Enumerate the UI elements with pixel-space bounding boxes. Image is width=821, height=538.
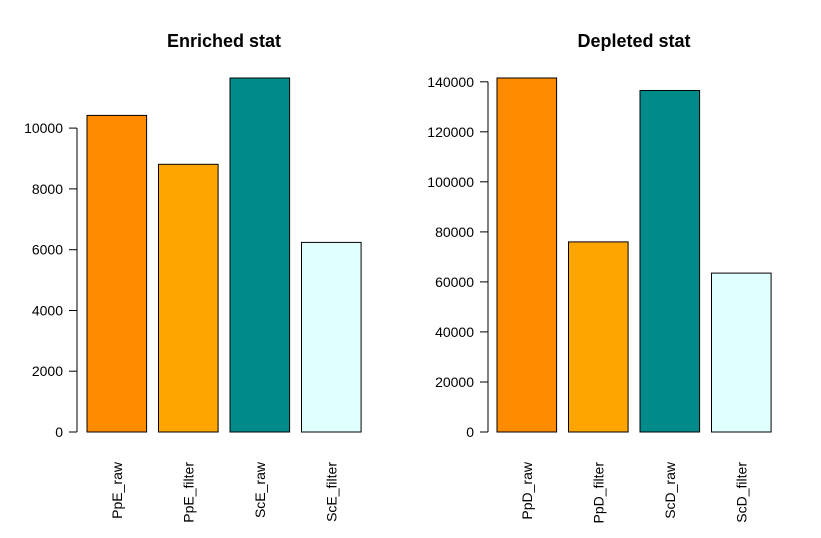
y-tick-label: 140000 [427,74,474,90]
y-tick-label: 6000 [32,242,63,258]
enriched-stat-panel: Enriched stat PpE_raw PpE_filter ScE_raw Sc… [24,31,362,523]
bar-scd-raw [639,90,701,433]
y-tick-label: 0 [466,424,474,440]
y-tick-label: 0 [55,424,63,440]
y-tick-label: 2000 [32,363,63,379]
x-tick-label: ScE_filter [323,462,339,522]
bar-sce-raw [229,77,291,433]
y-tick-label: 80000 [435,224,474,240]
bar-ppe-filter [158,163,219,433]
y-tick-label: 10000 [24,120,63,136]
x-tick-label: ScD_raw [662,461,678,519]
bar-sce-filter [301,241,362,433]
y-tick-label: 100000 [427,174,474,190]
x-tick-label: PpE_raw [109,461,125,519]
y-tick-label: 60000 [435,274,474,290]
y-tick-label: 20000 [435,374,474,390]
bar-ppd-filter [568,241,629,433]
chart-title: Enriched stat [167,31,281,51]
x-tick-label: PpD_raw [519,461,535,519]
bar-scd-filter [711,272,772,433]
y-tick-label: 8000 [32,181,63,197]
x-tick-label: ScD_filter [733,462,749,523]
depleted-stat-panel: Depleted stat PpD_raw PpD_filter ScD_raw Sc… [427,31,772,524]
y-tick-label: 4000 [32,303,63,319]
chart-title: Depleted stat [577,31,690,51]
x-tick-label: ScE_raw [252,461,268,518]
y-tick-label: 120000 [427,124,474,140]
x-tick-label: PpE_filter [180,462,196,523]
x-tick-label: PpD_filter [590,462,606,524]
bar-ppe-raw [86,114,148,433]
y-tick-label: 40000 [435,324,474,340]
bar-ppd-raw [496,77,558,433]
